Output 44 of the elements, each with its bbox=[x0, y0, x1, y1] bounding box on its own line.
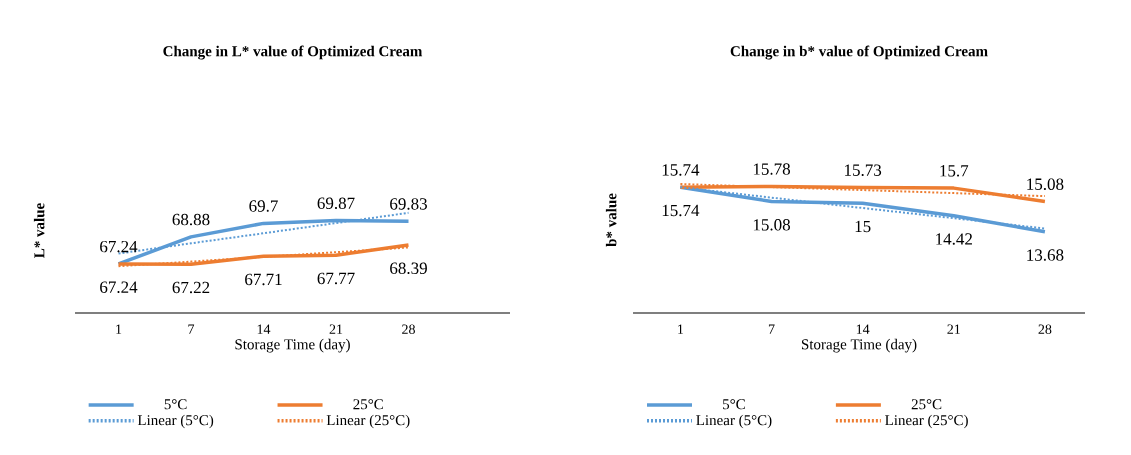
legend-label: 25°C bbox=[911, 399, 942, 410]
x-tick-label: 28 bbox=[402, 324, 415, 334]
data-label: 15.74 bbox=[662, 204, 700, 217]
data-label: 15.08 bbox=[1027, 178, 1064, 190]
data-label: 15.78 bbox=[753, 163, 791, 175]
x-tick-label: 1 bbox=[116, 324, 122, 334]
data-label: 14.42 bbox=[936, 233, 972, 245]
data-label: 15.74 bbox=[662, 164, 700, 176]
legend-label: Linear (25°C) bbox=[885, 414, 968, 429]
legend-label: 25°C bbox=[353, 399, 383, 410]
data-label: 67.77 bbox=[317, 272, 355, 285]
x-tick-label: 7 bbox=[768, 324, 775, 334]
data-label: 68.39 bbox=[390, 262, 427, 275]
x-tick-label: 21 bbox=[947, 324, 960, 334]
y-axis-title: L* value bbox=[33, 203, 45, 258]
data-label: 67.71 bbox=[245, 273, 282, 286]
data-label: 67.24 bbox=[100, 281, 138, 293]
x-axis-title: Storage Time (day) bbox=[235, 338, 350, 353]
chart-title: Change in L* value of Optimized Cream bbox=[163, 45, 423, 60]
data-label: 13.68 bbox=[1027, 249, 1064, 261]
y-axis-title: b* value bbox=[605, 193, 617, 247]
x-tick-label: 14 bbox=[257, 324, 271, 334]
legend-label: 5°C bbox=[164, 399, 187, 410]
chart-title: Change in b* value of Optimized Cream bbox=[730, 45, 988, 60]
x-axis-title: Storage Time (day) bbox=[801, 338, 917, 353]
data-label: 67.24 bbox=[100, 240, 138, 253]
x-tick-label: 1 bbox=[678, 324, 684, 334]
x-tick-label: 7 bbox=[188, 324, 195, 334]
data-label: 15 bbox=[855, 220, 871, 233]
data-label: 15.08 bbox=[753, 219, 791, 231]
data-label: 15.73 bbox=[845, 164, 882, 176]
data-label: 68.88 bbox=[172, 213, 210, 226]
x-tick-label: 14 bbox=[856, 324, 870, 334]
legend-label: 5°C bbox=[723, 399, 745, 410]
x-tick-label: 21 bbox=[329, 324, 343, 334]
data-label: 67.22 bbox=[172, 281, 210, 294]
legend-label: Linear (5°C) bbox=[696, 414, 772, 429]
x-tick-label: 28 bbox=[1038, 324, 1052, 334]
legend-label: Linear (25°C) bbox=[326, 414, 410, 429]
data-label: 69.83 bbox=[390, 198, 427, 210]
data-label: 69.87 bbox=[317, 197, 355, 210]
legend-label: Linear (5°C) bbox=[137, 414, 214, 429]
data-label: 15.7 bbox=[940, 165, 969, 177]
data-label: 69.7 bbox=[249, 200, 278, 212]
